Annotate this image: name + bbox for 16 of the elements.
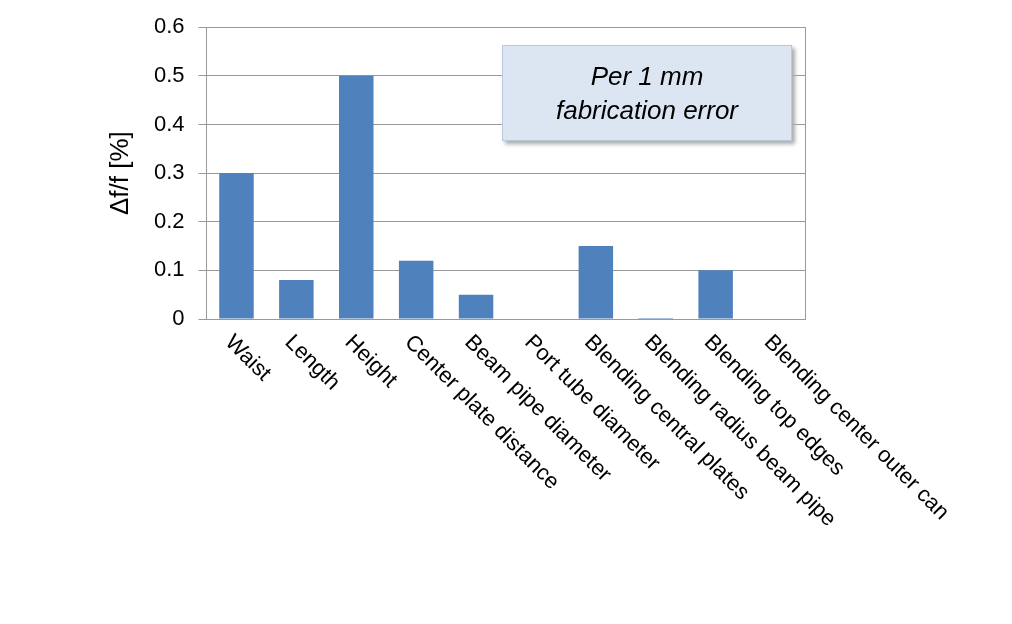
bar <box>279 280 314 319</box>
y-tick-label: 0.6 <box>153 13 185 39</box>
y-tick-label: 0.3 <box>153 159 185 185</box>
y-tick-label: 0 <box>172 305 185 331</box>
annotation: Per 1 mm fabrication error <box>554 60 740 127</box>
bar <box>698 270 733 319</box>
bar <box>398 260 434 319</box>
bar <box>219 173 254 319</box>
y-tick-label: 0.1 <box>153 256 185 282</box>
y-tick-label: 0.4 <box>153 110 185 136</box>
y-axis-title: Δf/f [%] <box>103 131 134 216</box>
bar <box>339 75 374 319</box>
y-tick-label: 0.5 <box>153 61 185 87</box>
y-tick-label: 0.2 <box>153 207 185 233</box>
bar <box>458 294 494 319</box>
bar <box>578 246 614 319</box>
